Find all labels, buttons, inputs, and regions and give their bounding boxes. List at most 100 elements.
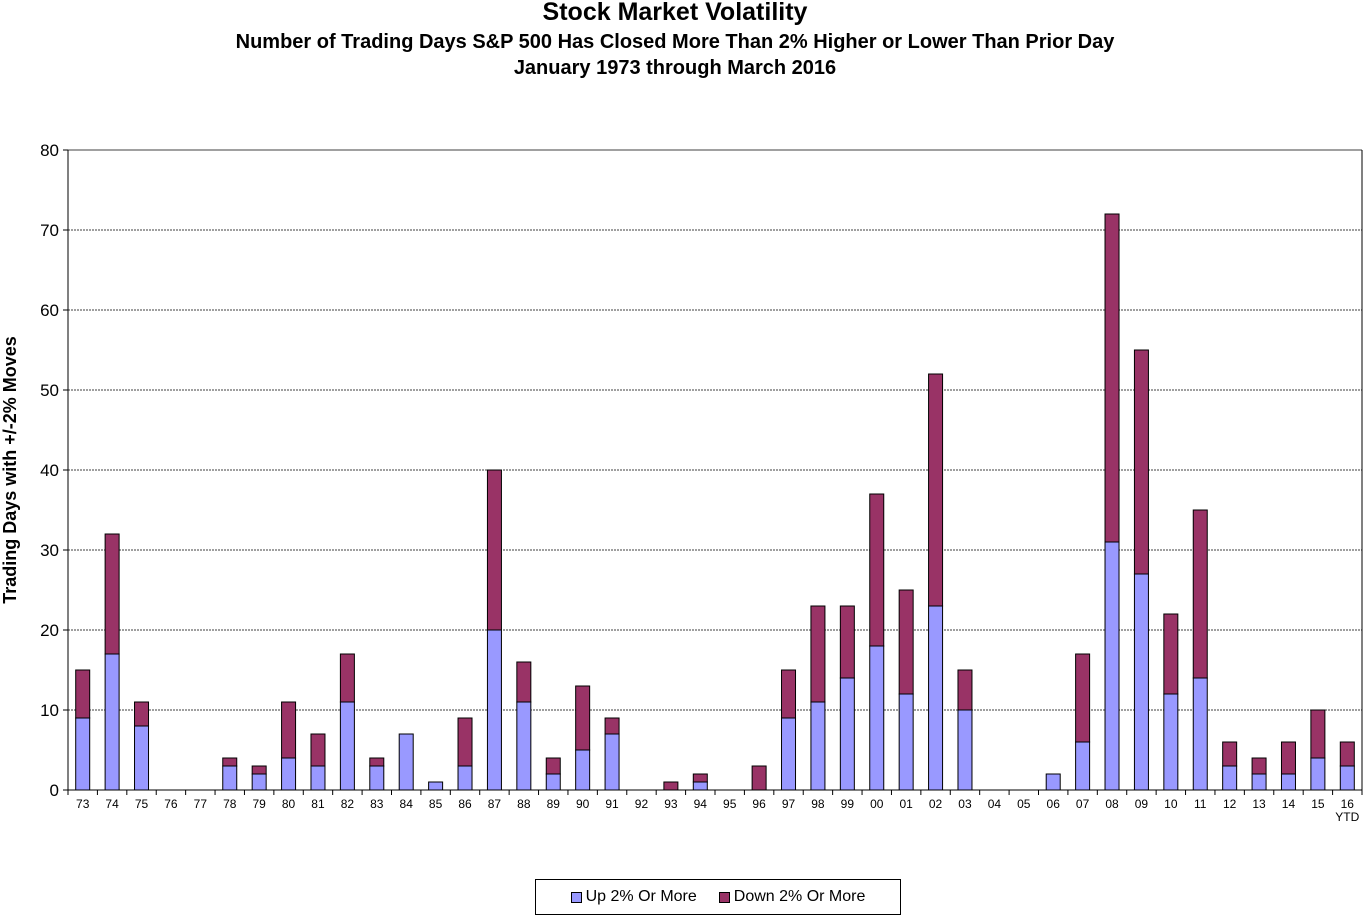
x-tick-label: 92 — [635, 797, 649, 811]
x-tick-label: 05 — [1017, 797, 1031, 811]
bar-up-83 — [369, 765, 385, 791]
x-tick-note-ytd: YTD — [1335, 810, 1359, 824]
bar-up-13 — [1251, 773, 1267, 791]
x-tick-label: 74 — [105, 797, 119, 811]
bar-down-12 — [1222, 741, 1238, 767]
bar-down-78 — [222, 757, 238, 767]
bar-down-79 — [251, 765, 267, 775]
bar-down-93 — [663, 781, 679, 791]
chart-date-range: January 1973 through March 2016 — [513, 57, 837, 79]
x-tick-label: 98 — [811, 797, 825, 811]
x-tick-label: 85 — [429, 797, 443, 811]
bar-up-79 — [251, 773, 267, 791]
x-tick-label: 08 — [1105, 797, 1119, 811]
x-tick-label: 86 — [458, 797, 472, 811]
bar-up-80 — [281, 757, 297, 791]
bar-down-73 — [75, 669, 91, 719]
y-tick-label: 80 — [40, 141, 59, 160]
bar-down-82 — [339, 653, 355, 703]
legend-label-down: Down 2% Or More — [733, 888, 866, 905]
x-tick-label: 07 — [1076, 797, 1090, 811]
bar-up-88 — [516, 701, 532, 791]
bar-down-74 — [104, 533, 120, 655]
x-tick-label: 00 — [870, 797, 884, 811]
bar-down-14 — [1280, 741, 1296, 775]
bar-up-84 — [398, 733, 414, 791]
x-tick-label: 13 — [1252, 797, 1266, 811]
bar-down-07 — [1075, 653, 1091, 743]
x-tick-label: 16 — [1341, 797, 1355, 811]
bar-down-80 — [281, 701, 297, 759]
bar-down-00 — [869, 493, 885, 647]
x-tick-label: 83 — [370, 797, 384, 811]
x-tick-label: 96 — [752, 797, 766, 811]
bar-up-87 — [486, 629, 502, 791]
x-tick-label: 04 — [988, 797, 1002, 811]
bar-up-02 — [928, 605, 944, 791]
bar-down-09 — [1133, 349, 1149, 575]
bar-down-11 — [1192, 509, 1208, 679]
x-tick-labels: 73 74 75 76 77 78 79 80 81 82 83 84 85 86 87 88 89 90 91 92… — [76, 797, 1360, 824]
bar-up-07 — [1075, 741, 1091, 791]
x-tick-label: 76 — [164, 797, 178, 811]
bar-down-75 — [134, 701, 150, 727]
bar-down-10 — [1163, 613, 1179, 695]
chart-subtitle: Number of Trading Days S&P 500 Has Close… — [235, 31, 1115, 53]
bar-up-81 — [310, 765, 326, 791]
x-tick-label: 89 — [547, 797, 561, 811]
bar-down-81 — [310, 733, 326, 767]
bar-up-10 — [1163, 693, 1179, 791]
bar-down-86 — [457, 717, 473, 767]
bar-up-94 — [692, 781, 708, 791]
x-tick-label: 09 — [1135, 797, 1149, 811]
x-tick-label: 12 — [1223, 797, 1237, 811]
bar-up-15 — [1310, 757, 1326, 791]
bar-down-98 — [810, 605, 826, 703]
x-tick-label: 90 — [576, 797, 590, 811]
bar-up-91 — [604, 733, 620, 791]
chart-title: Stock Market Volatility — [542, 0, 808, 26]
legend-swatch-down — [718, 891, 730, 903]
x-tick-label: 15 — [1311, 797, 1325, 811]
y-axis-label: Trading Days with +/-2% Moves — [0, 336, 20, 604]
bar-down-13 — [1251, 757, 1267, 775]
y-tick-label: 10 — [40, 701, 59, 720]
bar-up-90 — [575, 749, 591, 791]
bar-up-99 — [839, 677, 855, 791]
bar-up-73 — [75, 717, 91, 791]
x-tick-label: 75 — [135, 797, 149, 811]
y-tick-label: 40 — [40, 461, 59, 480]
bar-up-01 — [898, 693, 914, 791]
y-tick-label: 0 — [50, 781, 59, 800]
x-tick-label: 06 — [1047, 797, 1061, 811]
bar-up-82 — [339, 701, 355, 791]
x-tick-label: 03 — [958, 797, 972, 811]
legend-label-up: Up 2% Or More — [585, 888, 697, 905]
bar-up-12 — [1222, 765, 1238, 791]
bar-up-03 — [957, 709, 973, 791]
x-tick-label: 94 — [694, 797, 708, 811]
bar-up-98 — [810, 701, 826, 791]
bar-up-00 — [869, 645, 885, 791]
bar-down-99 — [839, 605, 855, 679]
bar-down-02 — [928, 373, 944, 607]
x-tick-label: 11 — [1194, 797, 1207, 811]
bar-up-09 — [1133, 573, 1149, 791]
legend-item-down: Down 2% Or More — [718, 888, 866, 906]
bar-down-97 — [781, 669, 797, 719]
bar-up-78 — [222, 765, 238, 791]
x-tick-label: 84 — [400, 797, 414, 811]
bar-down-83 — [369, 757, 385, 767]
bars — [75, 213, 1355, 791]
y-tick-label: 70 — [40, 221, 59, 240]
x-tick-label: 02 — [929, 797, 943, 811]
y-tick-label: 50 — [40, 381, 59, 400]
bar-up-89 — [545, 773, 561, 791]
x-tick-label: 73 — [76, 797, 90, 811]
bar-down-88 — [516, 661, 532, 703]
bar-down-03 — [957, 669, 973, 711]
y-tick-labels: 0 10 20 30 40 50 60 70 80 — [40, 141, 59, 800]
x-tick-label: 82 — [341, 797, 355, 811]
bar-down-96 — [751, 765, 767, 791]
